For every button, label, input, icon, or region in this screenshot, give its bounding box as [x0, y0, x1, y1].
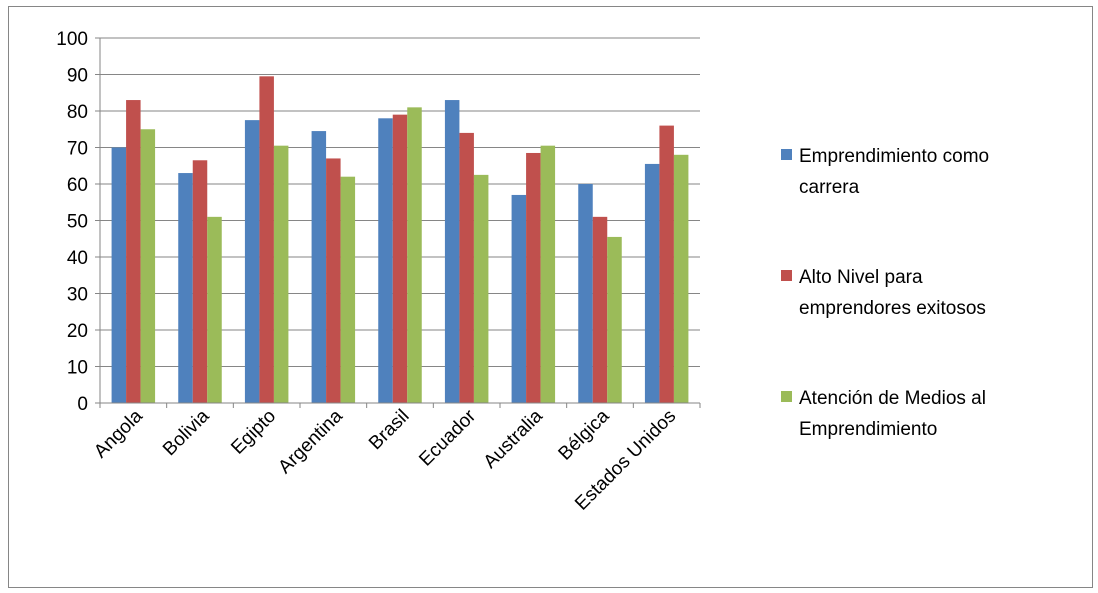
y-tick-label-30: 30: [67, 285, 88, 306]
y-tick-label-60: 60: [67, 175, 88, 196]
bar-egipto-series-3: [273, 145, 289, 404]
x-tick-label-brasil: Brasil: [365, 406, 413, 454]
bar-estados-unidos-series-1: [644, 163, 660, 403]
y-tick-label-20: 20: [67, 321, 88, 342]
bar-estados-unidos-series-3: [673, 154, 689, 403]
legend-swatch-series-2: [781, 270, 792, 281]
bar-bolivia-series-1: [178, 173, 193, 403]
y-tick-label-0: 0: [77, 394, 88, 415]
y-tick-label-90: 90: [67, 66, 88, 87]
bar-egipto-series-2: [259, 76, 274, 403]
bar-brasil-series-2: [392, 114, 408, 404]
legend-label-series-3-line-1: Atención de Medios al: [799, 388, 986, 409]
y-tick-label-100: 100: [56, 29, 88, 50]
bar-argentina-series-3: [340, 176, 356, 403]
y-tick-label-70: 70: [67, 139, 88, 160]
x-tick-label-argentina: Argentina: [275, 405, 348, 478]
x-tick-label-australia: Australia: [480, 405, 547, 472]
x-tick-label-belgica: Bélgica: [555, 405, 614, 464]
bar-brasil-series-1: [378, 118, 393, 404]
bar-angola-series-1: [111, 147, 127, 403]
bar-ecuador-series-2: [459, 132, 474, 403]
bar-argentina-series-2: [326, 158, 341, 403]
bar-australia-series-2: [526, 152, 541, 403]
bar-belgica-series-1: [578, 184, 593, 403]
bar-ecuador-series-3: [473, 174, 489, 403]
bar-australia-series-3: [540, 145, 556, 404]
bar-belgica-series-3: [607, 236, 622, 403]
legend: Emprendimiento como carrera Alto Nivel par…: [781, 146, 989, 440]
bar-egipto-series-1: [244, 120, 260, 403]
y-tick-label-80: 80: [67, 102, 88, 123]
bar-angola-series-3: [140, 129, 156, 403]
bar-ecuador-series-1: [444, 100, 460, 404]
y-tick-label-40: 40: [67, 248, 88, 269]
legend-label-series-2-line-2: emprendores exitosos: [799, 298, 986, 319]
legend-swatch-series-1: [781, 149, 792, 160]
y-tick-label-10: 10: [67, 358, 88, 379]
bar-chart: 0 10 20 30 40 50 60 70 80 90 100 Angola Bolivia Egip…: [56, 29, 989, 515]
y-tick-label-50: 50: [67, 212, 88, 233]
bar-belgica-series-2: [592, 216, 608, 403]
bar-estados-unidos-series-2: [659, 125, 674, 403]
bar-bolivia-series-3: [207, 216, 222, 403]
legend-label-series-1-line-1: Emprendimiento como: [799, 146, 989, 167]
x-tick-label-egipto: Egipto: [227, 406, 280, 459]
bar-angola-series-2: [126, 100, 141, 404]
x-tick-label-ecuador: Ecuador: [415, 405, 480, 470]
bar-brasil-series-3: [407, 107, 422, 403]
legend-label-series-1-line-2: carrera: [799, 177, 860, 198]
chart-frame: 0 10 20 30 40 50 60 70 80 90 100 Angola Bolivia Egip…: [8, 6, 1093, 588]
y-tick-labels: 0 10 20 30 40 50 60 70 80 90 100: [56, 29, 88, 415]
bars: [111, 76, 689, 404]
x-tick-label-bolivia: Bolivia: [159, 405, 214, 460]
legend-label-series-2-line-1: Alto Nivel para: [799, 267, 923, 288]
bar-bolivia-series-2: [192, 160, 208, 403]
x-tick-label-angola: Angola: [90, 405, 147, 462]
bar-argentina-series-1: [311, 131, 327, 403]
legend-swatch-series-3: [781, 391, 792, 402]
legend-label-series-3-line-2: Emprendimiento: [799, 419, 937, 440]
bar-australia-series-1: [511, 194, 527, 403]
axes: [95, 37, 701, 408]
